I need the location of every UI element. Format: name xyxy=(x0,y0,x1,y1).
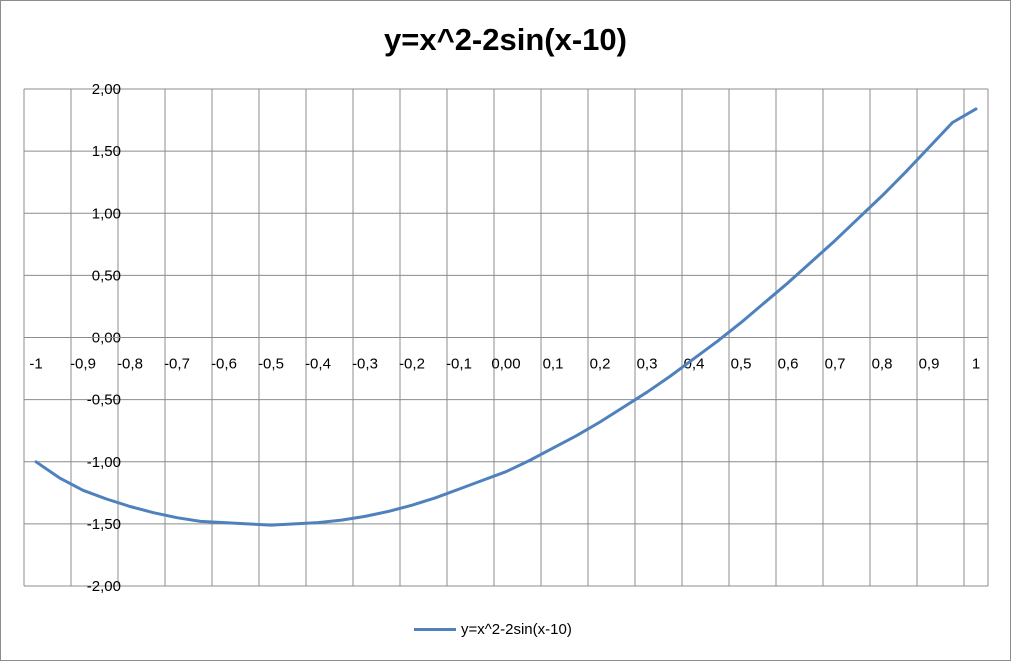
x-tick-label: 0,00 xyxy=(491,356,520,373)
x-tick-label: -0,1 xyxy=(446,356,472,373)
x-tick-label: 0,6 xyxy=(778,356,799,373)
chart-title: y=x^2-2sin(x-10) xyxy=(384,22,627,57)
x-tick-label: 0,2 xyxy=(590,356,611,373)
legend: y=x^2-2sin(x-10) xyxy=(414,619,572,639)
x-tick-label: -0,4 xyxy=(305,356,331,373)
x-tick-label: 0,1 xyxy=(543,356,564,373)
x-tick-label: -0,7 xyxy=(164,356,190,373)
x-tick-label: 0,9 xyxy=(919,356,940,373)
x-tick-label: 0,5 xyxy=(731,356,752,373)
x-tick-label: 0,3 xyxy=(637,356,658,373)
y-tick-label: -1,50 xyxy=(87,516,121,533)
legend-label: y=x^2-2sin(x-10) xyxy=(461,620,572,638)
x-tick-label: 0,8 xyxy=(872,356,893,373)
y-tick-label: 1,50 xyxy=(92,143,121,160)
y-tick-label: -0,50 xyxy=(87,392,121,409)
x-tick-label: 0,7 xyxy=(825,356,846,373)
y-tick-label: 1,00 xyxy=(92,205,121,222)
x-tick-label: -0,5 xyxy=(258,356,284,373)
y-tick-label: -1,00 xyxy=(87,454,121,471)
x-tick-label: -0,9 xyxy=(70,356,96,373)
y-tick-label: 0,50 xyxy=(92,267,121,284)
x-tick-label: -0,2 xyxy=(399,356,425,373)
x-tick-label: -1 xyxy=(29,356,42,373)
series-line xyxy=(34,107,978,527)
x-tick-label: 1 xyxy=(972,356,980,373)
x-tick-label: -0,6 xyxy=(211,356,237,373)
x-tick-label: 0,4 xyxy=(684,356,705,373)
x-tick-label: -0,3 xyxy=(352,356,378,373)
x-tick-label: -0,8 xyxy=(117,356,143,373)
legend-line-swatch xyxy=(414,627,456,631)
y-tick-label: -2,00 xyxy=(87,578,121,595)
y-tick-label: 2,00 xyxy=(92,81,121,98)
